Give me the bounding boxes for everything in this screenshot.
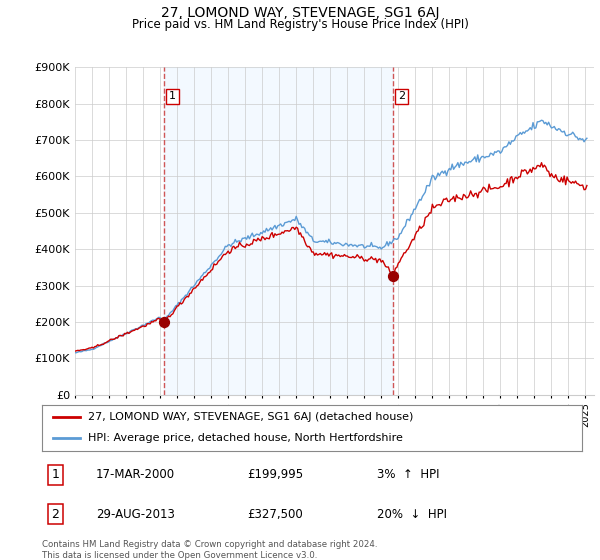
Text: 27, LOMOND WAY, STEVENAGE, SG1 6AJ (detached house): 27, LOMOND WAY, STEVENAGE, SG1 6AJ (deta… [88,412,413,422]
Text: 20%  ↓  HPI: 20% ↓ HPI [377,507,447,521]
Text: Price paid vs. HM Land Registry's House Price Index (HPI): Price paid vs. HM Land Registry's House … [131,18,469,31]
Text: 3%  ↑  HPI: 3% ↑ HPI [377,468,439,482]
Text: 1: 1 [52,468,59,482]
Text: Contains HM Land Registry data © Crown copyright and database right 2024.
This d: Contains HM Land Registry data © Crown c… [42,540,377,560]
Text: 1: 1 [169,91,176,101]
Text: 2: 2 [398,91,405,101]
Text: 27, LOMOND WAY, STEVENAGE, SG1 6AJ: 27, LOMOND WAY, STEVENAGE, SG1 6AJ [161,6,439,20]
Text: 17-MAR-2000: 17-MAR-2000 [96,468,175,482]
Text: £327,500: £327,500 [247,507,303,521]
Point [388,271,397,280]
Text: £199,995: £199,995 [247,468,304,482]
Point [159,318,169,326]
Bar [164,67,392,395]
Text: HPI: Average price, detached house, North Hertfordshire: HPI: Average price, detached house, Nort… [88,433,403,444]
Text: 29-AUG-2013: 29-AUG-2013 [96,507,175,521]
Text: 2: 2 [52,507,59,521]
